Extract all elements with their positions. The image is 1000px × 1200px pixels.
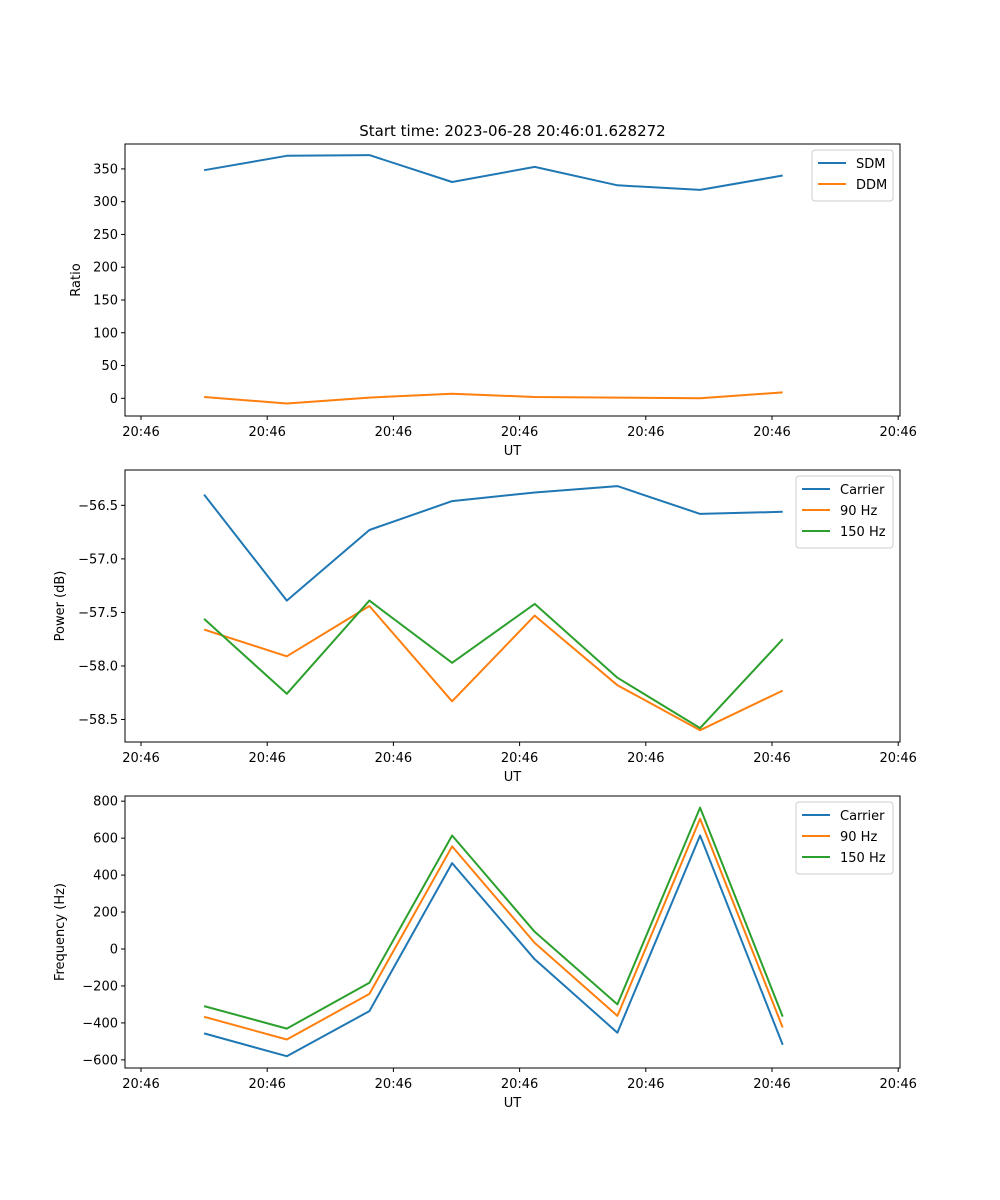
figure-title: Start time: 2023-06-28 20:46:01.628272: [359, 122, 665, 140]
x-tick-label: 20:46: [879, 1077, 916, 1092]
x-tick-label: 20:46: [122, 751, 159, 766]
x-tick-label: 20:46: [375, 1077, 412, 1092]
y-tick-label: 400: [93, 869, 118, 884]
axes-frame: [124, 795, 901, 1069]
legend-label: 90 Hz: [840, 830, 877, 845]
legend-label: 150 Hz: [840, 851, 886, 866]
y-tick-label: −57.0: [78, 552, 118, 567]
y-tick-label: −57.5: [78, 606, 118, 621]
legend-label: Carrier: [840, 483, 885, 498]
y-tick-label: 0: [110, 392, 118, 407]
y-axis-label: Ratio: [69, 263, 84, 296]
legend: SDM DDM: [811, 149, 894, 202]
series-line-sdm: [203, 154, 783, 191]
y-axis-label: Power (dB): [53, 571, 68, 642]
series-line-150-hz: [203, 806, 784, 1030]
y-tick-label: 150: [93, 293, 118, 308]
y-tick-label: 200: [93, 906, 118, 921]
axes-frame: [124, 469, 901, 743]
legend: Carrier 90 Hz 150 Hz: [795, 801, 894, 875]
legend-label: DDM: [856, 178, 887, 193]
x-axis-label: UT: [504, 770, 522, 785]
y-tick-label: 250: [93, 228, 118, 243]
y-tick-label: 300: [93, 195, 118, 210]
x-tick-label: 20:46: [248, 1077, 285, 1092]
x-tick-label: 20:46: [627, 425, 664, 440]
series-line-carrier: [203, 485, 783, 602]
series-line-carrier: [203, 834, 784, 1058]
x-tick-label: 20:46: [375, 751, 412, 766]
x-tick-label: 20:46: [501, 1077, 538, 1092]
x-axis-label: UT: [504, 444, 522, 459]
x-tick-label: 20:46: [879, 425, 916, 440]
y-tick-label: −200: [82, 979, 118, 994]
axes-frame: [124, 143, 901, 417]
series-line-90-hz: [203, 817, 784, 1041]
y-tick-label: 350: [93, 162, 118, 177]
x-tick-label: 20:46: [753, 751, 790, 766]
x-tick-label: 20:46: [627, 751, 664, 766]
x-tick-label: 20:46: [501, 751, 538, 766]
x-tick-label: 20:46: [375, 425, 412, 440]
y-axis-label: Frequency (Hz): [53, 883, 68, 981]
y-tick-label: 100: [93, 326, 118, 341]
series-line-ddm: [204, 391, 783, 405]
x-tick-label: 20:46: [501, 425, 538, 440]
chart-power: −58.5 −58.0 −57.5 −57.0 −56.5 20:46 20:46 20:46…: [53, 469, 917, 785]
x-tick-label: 20:46: [122, 425, 159, 440]
x-axis-label: UT: [504, 1096, 522, 1111]
chart-frequency: −600 −400 −200 0 200 400 600 800 20:46 20:46 20:46…: [53, 795, 917, 1111]
y-tick-label: 600: [93, 832, 118, 847]
y-tick-label: −600: [82, 1053, 118, 1068]
legend-label: 150 Hz: [840, 525, 886, 540]
x-tick-label: 20:46: [122, 1077, 159, 1092]
x-tick-label: 20:46: [248, 425, 285, 440]
y-tick-label: 0: [110, 943, 118, 958]
y-tick-label: −58.0: [78, 659, 118, 674]
legend: Carrier 90 Hz 150 Hz: [795, 475, 894, 549]
x-tick-label: 20:46: [753, 425, 790, 440]
y-tick-label: 800: [93, 795, 118, 810]
y-tick-label: 200: [93, 261, 118, 276]
y-tick-label: −58.5: [78, 713, 118, 728]
series-line-150-hz: [203, 599, 784, 730]
x-tick-label: 20:46: [627, 1077, 664, 1092]
x-tick-label: 20:46: [248, 751, 285, 766]
y-tick-label: −56.5: [78, 499, 118, 514]
legend-label: 90 Hz: [840, 504, 877, 519]
x-tick-label: 20:46: [879, 751, 916, 766]
x-tick-label: 20:46: [753, 1077, 790, 1092]
legend-label: Carrier: [840, 809, 885, 824]
chart-ratio: 0 50 100 150 200 250 300 350 20:46 20:46 20:46 20:4…: [69, 143, 917, 459]
series-line-90-hz: [203, 605, 784, 732]
y-tick-label: −400: [82, 1016, 118, 1031]
legend-label: SDM: [856, 157, 885, 172]
y-tick-label: 50: [101, 359, 118, 374]
